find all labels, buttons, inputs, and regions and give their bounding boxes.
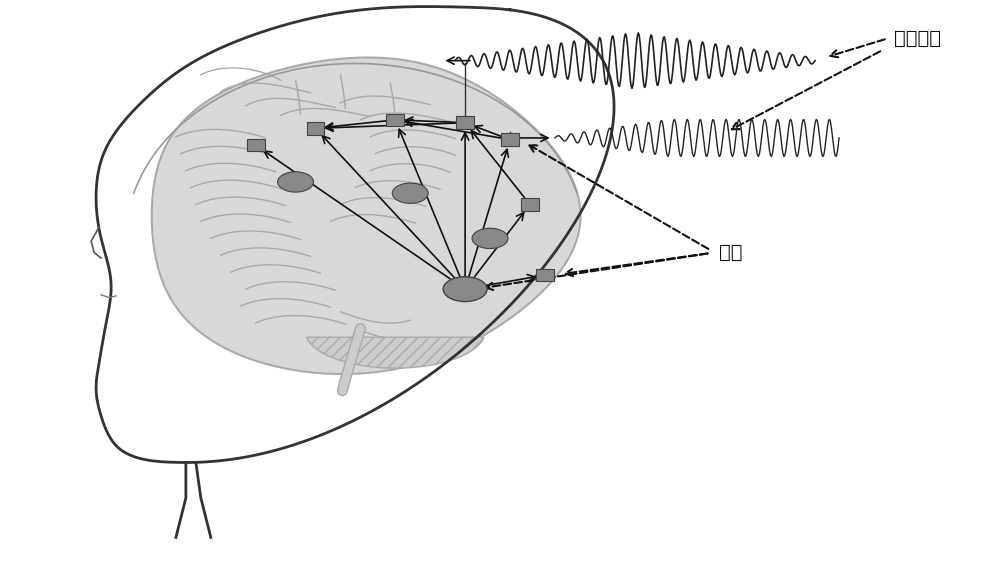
Polygon shape	[152, 57, 581, 374]
Polygon shape	[307, 337, 484, 368]
Circle shape	[443, 277, 487, 302]
Bar	[247, 139, 265, 151]
Text: 电极: 电极	[719, 243, 743, 262]
Bar	[307, 122, 324, 134]
Circle shape	[472, 228, 508, 248]
Bar	[521, 198, 539, 211]
Bar	[386, 113, 404, 126]
Bar	[501, 133, 519, 146]
Bar	[536, 269, 554, 281]
Circle shape	[392, 183, 428, 204]
Bar	[456, 116, 474, 129]
Text: 脑电信号: 脑电信号	[894, 28, 941, 48]
Circle shape	[278, 172, 314, 192]
